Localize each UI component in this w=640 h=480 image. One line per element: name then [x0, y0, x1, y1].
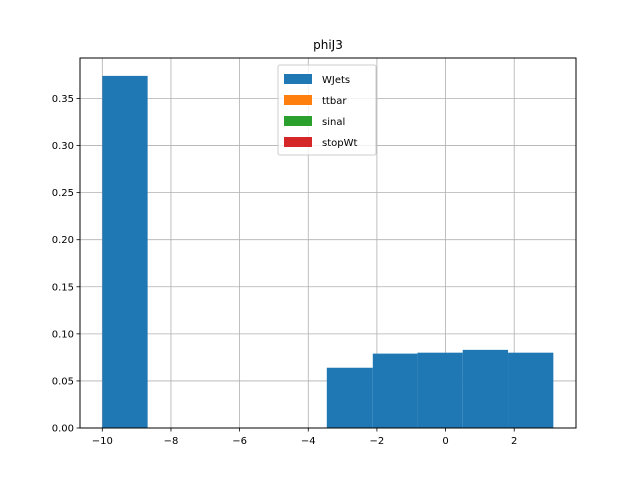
x-tick-label: 2 — [511, 436, 517, 447]
x-tick-label: −10 — [92, 436, 113, 447]
y-tick-label: 0.00 — [52, 424, 74, 435]
legend-label: WJets — [322, 75, 350, 86]
y-tick-label: 0.15 — [52, 282, 74, 293]
legend: WJets ttbar sinal stopWt — [277, 64, 377, 156]
legend-label: ttbar — [322, 96, 347, 107]
histogram-bar — [417, 352, 463, 428]
histogram-bar — [508, 352, 554, 428]
y-tick-label: 0.20 — [52, 235, 74, 246]
y-tick-label: 0.10 — [52, 329, 74, 340]
x-tick-label: −8 — [164, 436, 179, 447]
axes-frame — [79, 57, 577, 429]
histogram-bar — [372, 353, 418, 428]
histogram-bar — [462, 349, 509, 428]
legend-swatch — [284, 74, 312, 84]
y-tick-label: 0.25 — [52, 188, 74, 199]
legend-label: stopWt — [322, 138, 357, 149]
legend-swatch — [284, 116, 312, 126]
legend-swatch — [284, 95, 312, 105]
y-tick-label: 0.30 — [52, 141, 74, 152]
x-tick-label: −6 — [232, 436, 247, 447]
x-tick-label: −4 — [301, 436, 316, 447]
x-tick-label: 0 — [442, 436, 448, 447]
y-tick-label: 0.35 — [52, 94, 74, 105]
ticks: −10 −8 −6 −4 −2 0 2 0.00 0.05 0.10 0.15 0.20 0.25 0.3… — [52, 94, 518, 447]
bars — [102, 75, 554, 429]
legend-box — [277, 64, 377, 156]
x-tick-label: −2 — [370, 436, 385, 447]
y-tick-label: 0.05 — [52, 376, 74, 387]
legend-swatch — [284, 137, 312, 147]
chart-title: phiJ3 — [313, 38, 343, 52]
histogram-bar — [326, 367, 373, 428]
legend-label: sinal — [322, 117, 345, 128]
histogram-bar — [102, 75, 148, 429]
